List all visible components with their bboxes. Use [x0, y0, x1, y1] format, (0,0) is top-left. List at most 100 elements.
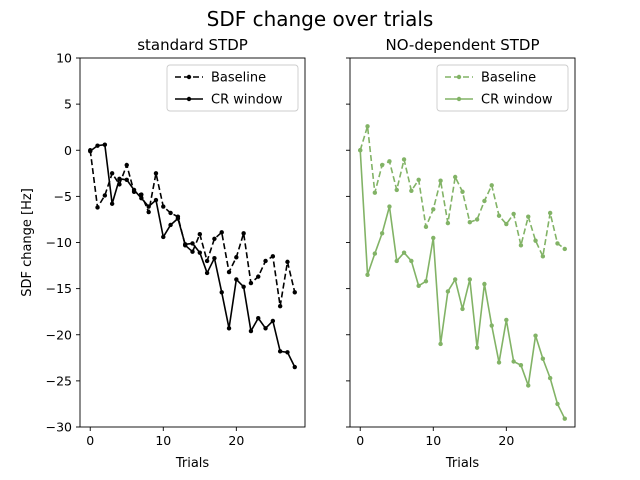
data-point — [263, 326, 268, 331]
data-point — [109, 171, 115, 176]
axes-frame — [349, 57, 576, 428]
series-baseline — [88, 148, 297, 309]
data-point — [95, 205, 100, 210]
data-point — [555, 401, 560, 407]
data-point — [241, 231, 246, 236]
data-point — [511, 211, 516, 217]
data-point — [182, 242, 188, 247]
data-point — [241, 284, 246, 289]
data-point — [139, 196, 144, 201]
data-point — [372, 190, 378, 195]
figure-title: SDF change over trials — [207, 7, 434, 31]
data-point — [146, 209, 151, 215]
data-point — [401, 157, 407, 162]
data-point — [379, 162, 385, 168]
data-point — [226, 269, 232, 275]
legend: Baseline CR window — [436, 64, 569, 112]
data-point — [452, 277, 458, 282]
data-point — [139, 192, 144, 197]
data-point — [226, 326, 232, 331]
data-point — [474, 345, 480, 350]
data-point — [292, 290, 297, 295]
data-point — [212, 236, 217, 242]
chart-title: NO-dependent STDP — [385, 36, 539, 54]
legend: Baseline CR window — [166, 64, 299, 112]
series-baseline — [358, 124, 567, 259]
data-point — [394, 258, 399, 264]
data-point — [153, 197, 159, 203]
data-point — [161, 204, 166, 209]
data-point — [102, 142, 108, 147]
data-point — [365, 124, 370, 129]
data-point — [212, 255, 217, 261]
data-point — [511, 359, 516, 364]
data-point — [219, 290, 224, 295]
y-axis-label: SDF change [Hz] — [20, 188, 35, 297]
data-point — [474, 217, 480, 222]
data-point — [204, 270, 210, 276]
data-point — [372, 251, 378, 256]
data-point — [270, 318, 276, 324]
x-tick-label: 10 — [425, 433, 441, 448]
chart-no-dependent-stdp: 0 10 20 NO-dependent STDP Trials Baseline CR w… — [346, 36, 576, 471]
data-point — [175, 216, 181, 221]
data-point — [409, 188, 414, 194]
legend-label: Baseline — [481, 71, 536, 86]
y-tick-label: 0 — [64, 143, 72, 158]
y-tick-label: −25 — [46, 373, 72, 388]
data-point — [168, 210, 173, 216]
data-point — [540, 254, 546, 259]
data-point — [102, 193, 108, 198]
data-point — [248, 280, 254, 286]
data-point — [197, 250, 203, 255]
data-point — [431, 207, 436, 212]
legend-marker — [186, 74, 192, 80]
data-point — [489, 183, 494, 188]
data-point — [234, 255, 239, 260]
data-point — [117, 176, 122, 182]
data-point — [270, 254, 276, 259]
data-point — [161, 234, 166, 240]
x-tick-label: 0 — [356, 433, 364, 448]
data-point — [365, 272, 370, 277]
data-point — [467, 220, 473, 225]
legend-marker — [186, 96, 192, 102]
data-point — [124, 177, 129, 182]
data-point — [409, 258, 414, 264]
data-point — [467, 277, 473, 282]
data-point — [219, 230, 224, 235]
data-point — [401, 250, 407, 255]
data-point — [285, 350, 290, 355]
x-tick-label: 10 — [155, 433, 171, 448]
y-tick-label: −30 — [46, 420, 72, 435]
data-point — [190, 241, 195, 246]
series-cr-window — [88, 142, 297, 370]
y-tick-label: 5 — [64, 97, 72, 112]
data-point — [504, 221, 509, 227]
data-point — [452, 174, 458, 180]
data-point — [248, 328, 254, 334]
x-tick-label: 0 — [86, 433, 94, 448]
y-tick-label: −15 — [46, 281, 72, 296]
x-axis-label: Trials — [445, 456, 480, 471]
series-line — [89, 150, 296, 307]
legend-marker — [456, 74, 462, 80]
data-point — [438, 178, 443, 183]
data-point — [445, 220, 451, 226]
data-point — [460, 189, 465, 194]
data-point — [387, 204, 392, 209]
data-point — [482, 198, 487, 204]
data-point — [95, 143, 100, 148]
data-point — [526, 214, 531, 219]
legend-marker — [456, 96, 462, 102]
data-point — [562, 416, 567, 421]
data-point — [256, 315, 261, 321]
data-point — [496, 213, 502, 218]
y-tick-label: −10 — [46, 235, 72, 250]
data-point — [109, 201, 115, 206]
data-point — [131, 187, 137, 193]
data-point — [496, 360, 502, 365]
data-point — [387, 159, 392, 164]
data-point — [482, 281, 487, 287]
